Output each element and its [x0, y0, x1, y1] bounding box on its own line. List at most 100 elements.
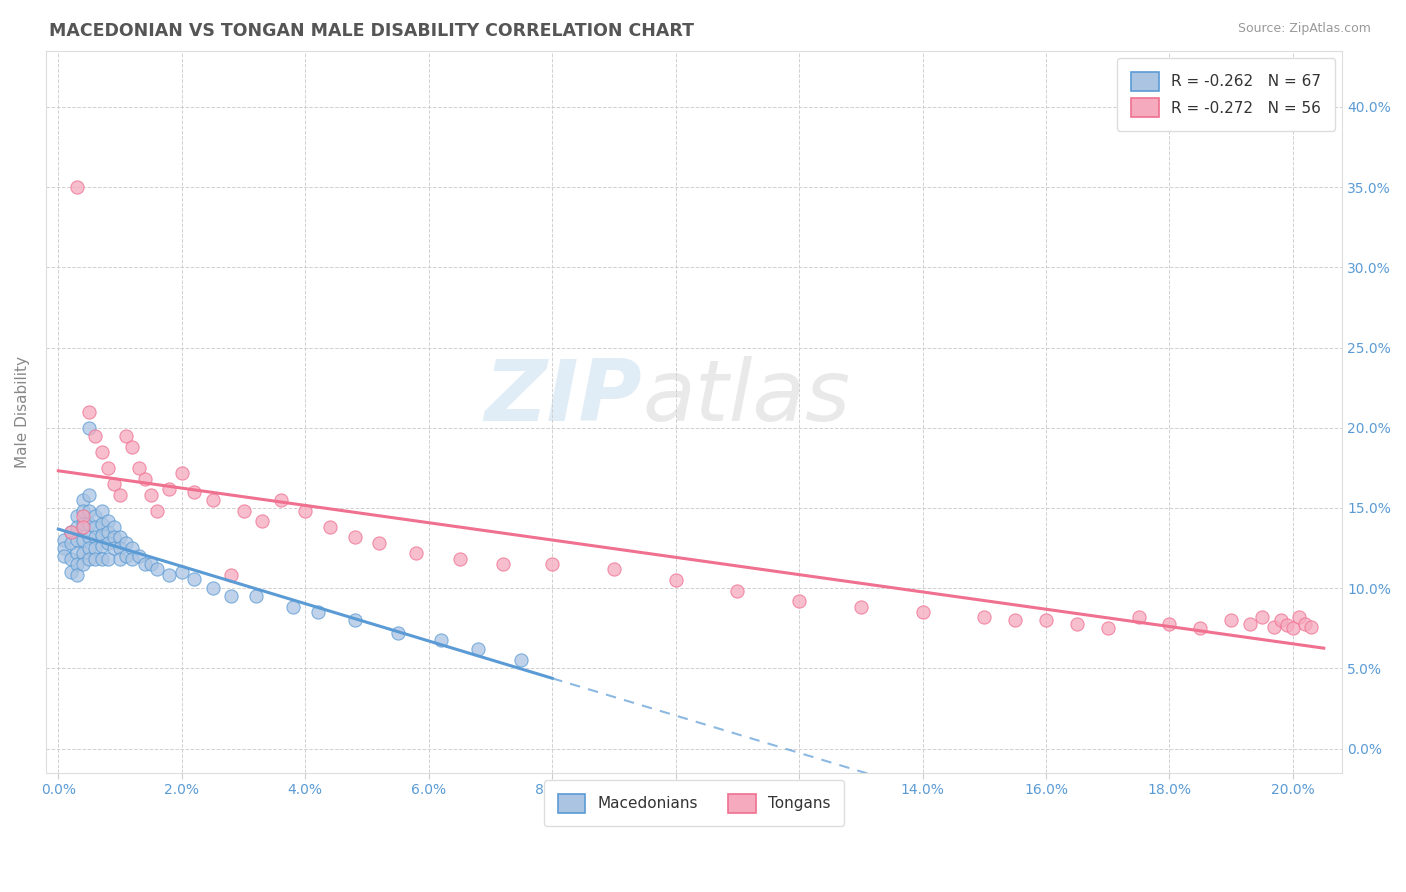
- Point: [134, 472, 156, 486]
- Point: [108, 530, 131, 544]
- Point: [84, 520, 107, 534]
- Point: [90, 445, 112, 459]
- Point: [72, 508, 94, 523]
- Text: Source: ZipAtlas.com: Source: ZipAtlas.com: [1237, 22, 1371, 36]
- Point: [319, 520, 342, 534]
- Point: [77, 405, 100, 419]
- Point: [139, 557, 162, 571]
- Point: [108, 552, 131, 566]
- Point: [510, 653, 533, 667]
- Point: [115, 536, 138, 550]
- Point: [159, 482, 181, 496]
- Point: [665, 573, 688, 587]
- Point: [787, 594, 810, 608]
- Point: [911, 605, 934, 619]
- Point: [1239, 616, 1261, 631]
- Point: [183, 484, 205, 499]
- Point: [170, 565, 193, 579]
- Point: [103, 520, 125, 534]
- Point: [387, 626, 409, 640]
- Point: [72, 546, 94, 560]
- Point: [84, 530, 107, 544]
- Point: [90, 504, 112, 518]
- Point: [1066, 616, 1088, 631]
- Point: [66, 508, 89, 523]
- Y-axis label: Male Disability: Male Disability: [15, 356, 30, 467]
- Point: [108, 541, 131, 555]
- Point: [66, 557, 89, 571]
- Point: [170, 466, 193, 480]
- Point: [59, 524, 82, 539]
- Point: [77, 516, 100, 531]
- Point: [115, 549, 138, 563]
- Point: [1189, 621, 1212, 635]
- Point: [59, 536, 82, 550]
- Point: [1004, 613, 1026, 627]
- Point: [270, 492, 292, 507]
- Point: [128, 549, 150, 563]
- Point: [77, 530, 100, 544]
- Point: [103, 541, 125, 555]
- Point: [72, 557, 94, 571]
- Point: [90, 516, 112, 531]
- Point: [59, 565, 82, 579]
- Point: [121, 440, 143, 454]
- Point: [90, 540, 112, 554]
- Point: [219, 589, 242, 603]
- Point: [108, 488, 131, 502]
- Point: [201, 492, 224, 507]
- Point: [343, 530, 366, 544]
- Point: [90, 552, 112, 566]
- Point: [219, 568, 242, 582]
- Point: [66, 520, 89, 534]
- Point: [72, 520, 94, 534]
- Point: [1251, 610, 1274, 624]
- Text: MACEDONIAN VS TONGAN MALE DISABILITY CORRELATION CHART: MACEDONIAN VS TONGAN MALE DISABILITY COR…: [49, 22, 695, 40]
- Point: [97, 536, 120, 550]
- Point: [134, 557, 156, 571]
- Point: [201, 581, 224, 595]
- Point: [115, 429, 138, 443]
- Point: [59, 524, 82, 539]
- Point: [368, 536, 391, 550]
- Point: [59, 552, 82, 566]
- Point: [1159, 616, 1181, 631]
- Point: [128, 461, 150, 475]
- Point: [84, 541, 107, 555]
- Point: [343, 613, 366, 627]
- Point: [146, 562, 169, 576]
- Point: [97, 514, 120, 528]
- Point: [430, 632, 453, 647]
- Legend: Macedonians, Tongans: Macedonians, Tongans: [544, 780, 845, 827]
- Point: [849, 600, 872, 615]
- Point: [1263, 620, 1285, 634]
- Point: [53, 541, 76, 555]
- Point: [1270, 613, 1292, 627]
- Point: [232, 504, 254, 518]
- Point: [159, 568, 181, 582]
- Point: [405, 546, 427, 560]
- Point: [183, 572, 205, 586]
- Point: [121, 541, 143, 555]
- Point: [1035, 613, 1057, 627]
- Point: [84, 429, 107, 443]
- Point: [66, 568, 89, 582]
- Point: [1097, 621, 1119, 635]
- Point: [77, 421, 100, 435]
- Point: [973, 610, 995, 624]
- Point: [492, 557, 515, 571]
- Point: [1128, 610, 1150, 624]
- Point: [77, 541, 100, 555]
- Point: [84, 508, 107, 523]
- Text: atlas: atlas: [643, 356, 851, 439]
- Point: [245, 589, 267, 603]
- Point: [725, 584, 748, 599]
- Point: [1301, 620, 1323, 634]
- Point: [1220, 613, 1243, 627]
- Point: [53, 549, 76, 563]
- Point: [77, 552, 100, 566]
- Point: [97, 461, 120, 475]
- Point: [467, 642, 489, 657]
- Text: ZIP: ZIP: [485, 356, 643, 439]
- Point: [72, 533, 94, 547]
